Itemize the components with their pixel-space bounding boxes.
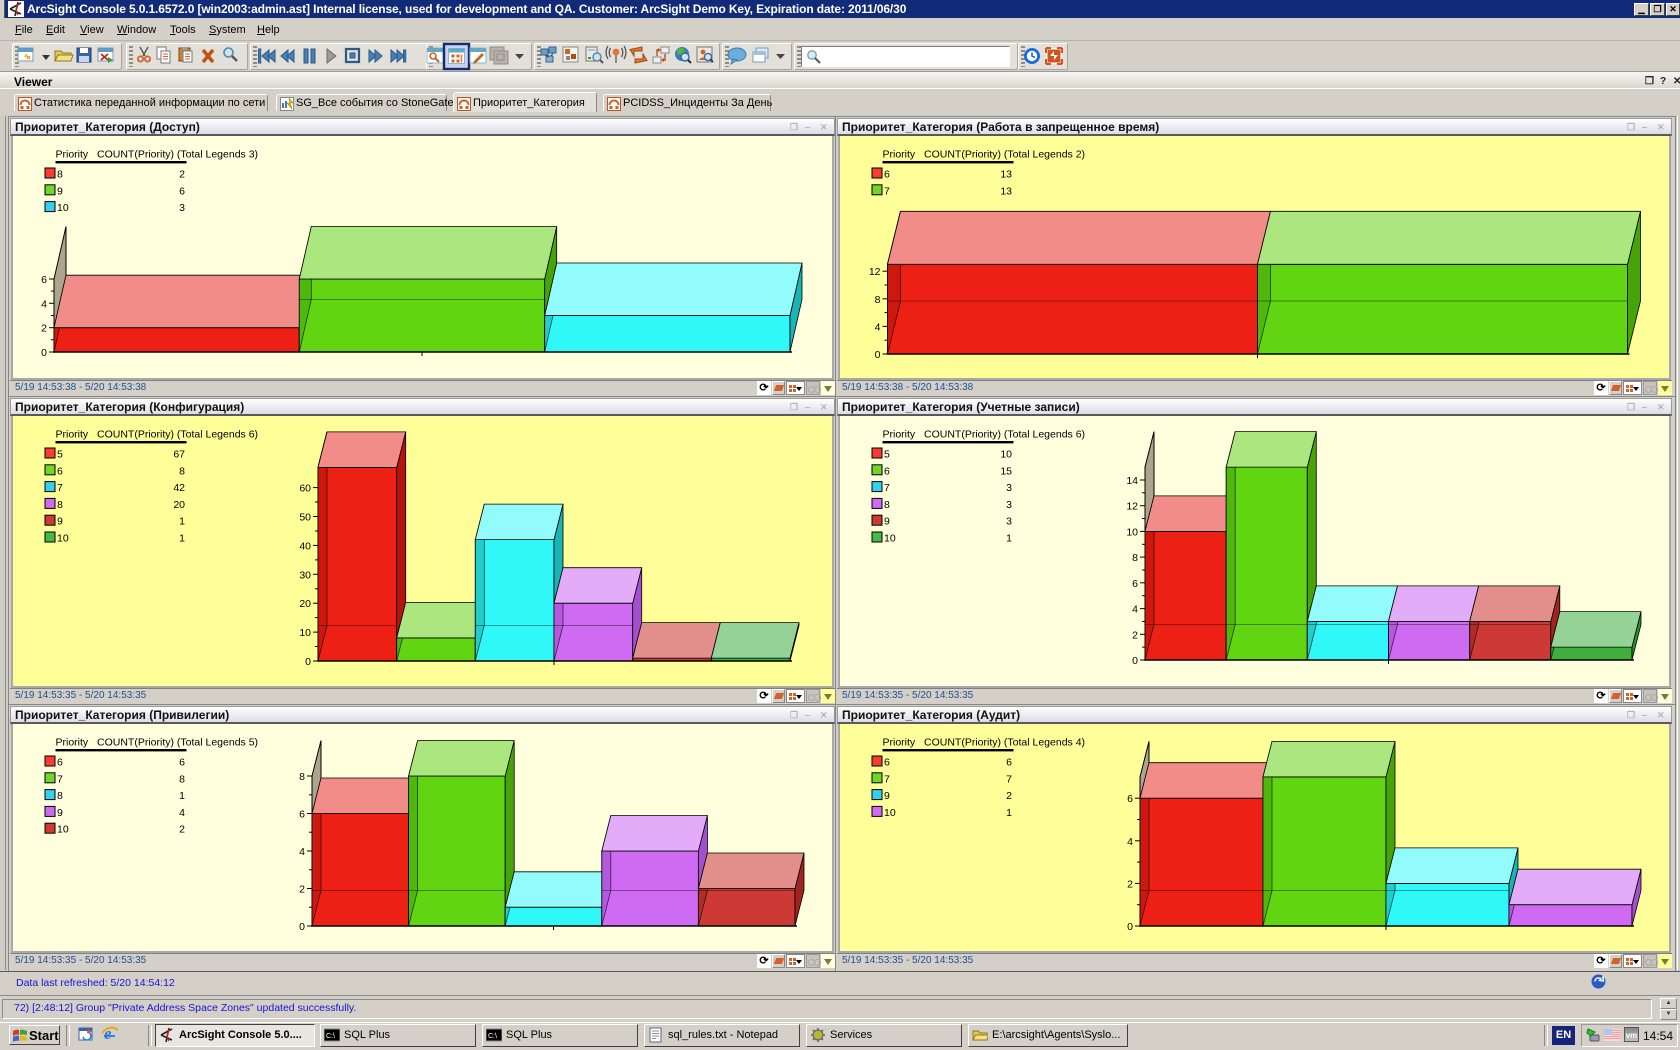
svg-text:C:\: C:\ — [326, 1033, 335, 1040]
svg-text:C:\: C:\ — [488, 1033, 497, 1040]
